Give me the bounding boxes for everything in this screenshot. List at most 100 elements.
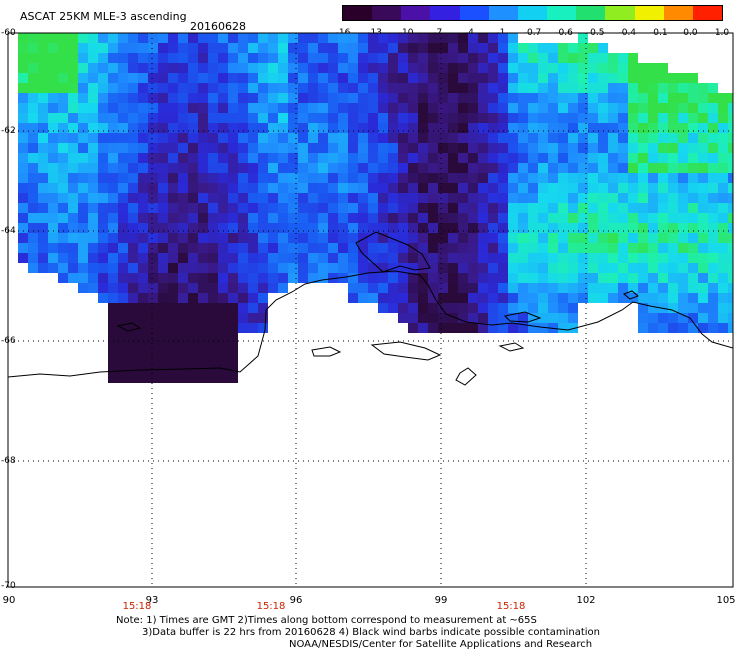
- wind-cell: [228, 263, 238, 273]
- wind-cell: [408, 303, 418, 313]
- wind-cell: [188, 313, 198, 323]
- wind-cell: [198, 243, 208, 253]
- wind-cell: [198, 293, 208, 303]
- wind-cell: [268, 63, 278, 73]
- wind-cell: [198, 213, 208, 223]
- wind-cell: [358, 263, 368, 273]
- wind-cell: [598, 103, 608, 113]
- wind-cell: [418, 183, 428, 193]
- wind-cell: [78, 253, 88, 263]
- wind-cell: [298, 33, 308, 43]
- wind-cell: [678, 263, 688, 273]
- wind-cell: [718, 303, 728, 313]
- wind-cell: [378, 243, 388, 253]
- wind-cell: [338, 263, 348, 273]
- wind-cell: [548, 213, 558, 223]
- wind-cell: [438, 193, 448, 203]
- wind-cell: [628, 73, 638, 83]
- wind-cell: [678, 73, 688, 83]
- wind-cell: [108, 163, 118, 173]
- wind-cell: [568, 183, 578, 193]
- wind-cell: [298, 263, 308, 273]
- wind-cell: [78, 273, 88, 283]
- wind-cell: [248, 73, 258, 83]
- wind-cell: [178, 83, 188, 93]
- wind-cell: [108, 193, 118, 203]
- wind-cell: [268, 153, 278, 163]
- wind-cell: [358, 63, 368, 73]
- wind-cell: [568, 243, 578, 253]
- wind-cell: [448, 323, 458, 333]
- lon-label-96: 96: [289, 595, 303, 606]
- wind-cell: [598, 243, 608, 253]
- wind-cell: [628, 203, 638, 213]
- wind-cell: [708, 173, 718, 183]
- wind-cell: [698, 263, 708, 273]
- wind-cell: [178, 323, 188, 333]
- wind-cell: [328, 83, 338, 93]
- wind-cell: [408, 233, 418, 243]
- wind-cell: [598, 143, 608, 153]
- wind-cell: [238, 253, 248, 263]
- wind-cell: [178, 303, 188, 313]
- wind-cell: [268, 123, 278, 133]
- wind-cell: [248, 243, 258, 253]
- wind-cell: [558, 243, 568, 253]
- wind-cell: [408, 63, 418, 73]
- wind-cell: [698, 243, 708, 253]
- wind-cell: [728, 223, 733, 233]
- wind-cell: [88, 153, 98, 163]
- wind-cell: [168, 63, 178, 73]
- wind-cell: [238, 73, 248, 83]
- wind-cell: [658, 103, 668, 113]
- wind-cell: [118, 163, 128, 173]
- wind-cell: [98, 293, 108, 303]
- wind-cell: [158, 363, 168, 373]
- wind-cell: [508, 193, 518, 203]
- wind-cell: [428, 153, 438, 163]
- wind-cell: [88, 93, 98, 103]
- wind-cell: [448, 163, 458, 173]
- wind-cell: [328, 243, 338, 253]
- wind-cell: [238, 223, 248, 233]
- wind-cell: [178, 223, 188, 233]
- wind-cell: [508, 103, 518, 113]
- wind-cell: [88, 253, 98, 263]
- wind-cell: [438, 233, 448, 243]
- wind-cell: [638, 323, 648, 333]
- wind-cell: [188, 93, 198, 103]
- wind-cell: [398, 73, 408, 83]
- wind-cell: [688, 253, 698, 263]
- wind-cell: [248, 163, 258, 173]
- wind-cell: [368, 283, 378, 293]
- wind-cell: [438, 83, 448, 93]
- wind-cell: [28, 143, 38, 153]
- wind-cell: [608, 213, 618, 223]
- wind-cell: [508, 303, 518, 313]
- wind-cell: [298, 103, 308, 113]
- wind-cell: [228, 123, 238, 133]
- wind-cell: [488, 123, 498, 133]
- wind-cell: [178, 313, 188, 323]
- wind-cell: [128, 113, 138, 123]
- wind-cell: [268, 213, 278, 223]
- wind-cell: [128, 213, 138, 223]
- wind-cell: [668, 313, 678, 323]
- wind-cell: [558, 253, 568, 263]
- wind-cell: [588, 223, 598, 233]
- wind-cell: [328, 93, 338, 103]
- wind-cell: [678, 93, 688, 103]
- wind-cell: [108, 283, 118, 293]
- wind-cell: [58, 93, 68, 103]
- wind-cell: [328, 143, 338, 153]
- wind-cell: [118, 103, 128, 113]
- wind-cell: [78, 93, 88, 103]
- wind-cell: [388, 213, 398, 223]
- wind-cell: [728, 173, 733, 183]
- wind-cell: [548, 173, 558, 183]
- wind-cell: [278, 83, 288, 93]
- wind-cell: [458, 63, 468, 73]
- wind-cell: [148, 273, 158, 283]
- wind-cell: [378, 293, 388, 303]
- wind-cell: [38, 213, 48, 223]
